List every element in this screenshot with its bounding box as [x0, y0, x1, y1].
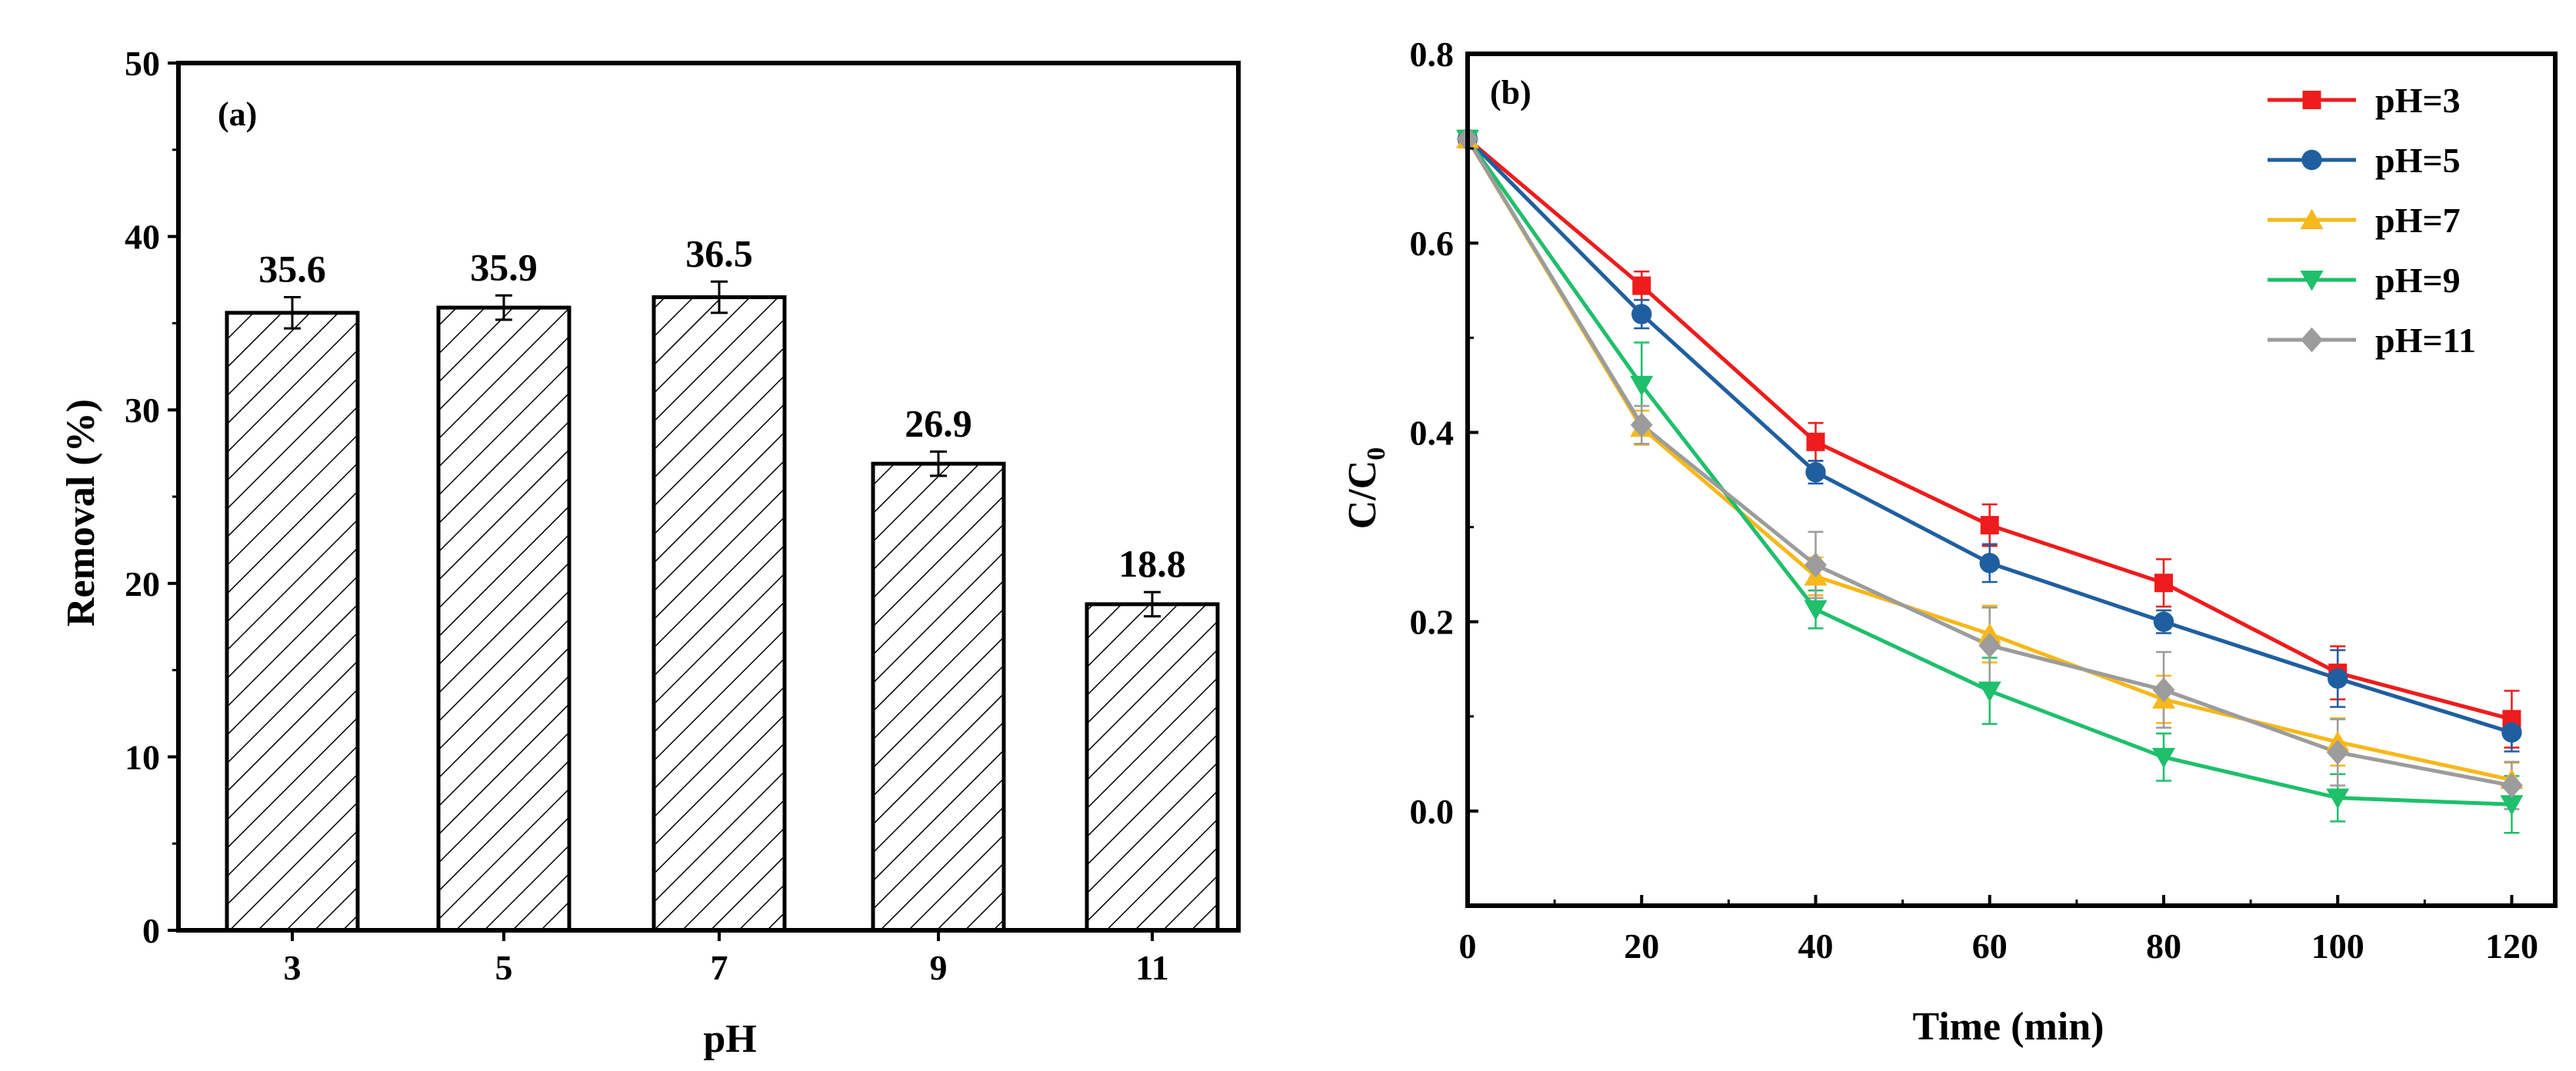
bar-value-label: 26.9	[905, 401, 972, 444]
y-tick-label: 0.8	[1410, 35, 1455, 74]
x-tick-label: 3	[284, 948, 302, 987]
y-tick-label: 50	[125, 44, 160, 83]
legend-marker	[2300, 271, 2324, 291]
data-point	[2151, 747, 2175, 769]
bar-ph-3	[225, 311, 360, 933]
panel-b-y-axis-label: C/C0	[1341, 447, 1391, 530]
panel-b-label: (b)	[1490, 74, 1531, 111]
legend-marker	[2302, 91, 2321, 109]
panel-b-y-axis-label-main: C/C	[1341, 461, 1385, 530]
data-point	[1806, 432, 1825, 451]
data-point	[1804, 600, 1828, 621]
x-tick-label: 11	[1135, 948, 1168, 987]
y-tick-label: 0	[142, 911, 160, 950]
legend-marker	[2301, 327, 2323, 353]
y-tick-label: 0.6	[1410, 224, 1455, 263]
y-tick-label: 10	[125, 737, 160, 777]
x-tick-label: 40	[1798, 926, 1833, 966]
panel-b-x-axis-label: Time (min)	[1913, 1005, 2104, 1049]
panel-a-y-axis-label: Removal (%)	[59, 399, 103, 627]
legend-label: pH=9	[2375, 261, 2461, 300]
data-point	[1805, 461, 1826, 483]
bar-value-label: 36.5	[685, 231, 753, 274]
data-point	[2326, 740, 2349, 765]
data-point	[1630, 412, 1653, 437]
data-point	[2501, 773, 2523, 798]
legend: pH=3 pH=5 pH=7 pH=9 pH=11	[2268, 81, 2476, 360]
legend-label: pH=7	[2375, 201, 2461, 240]
legend-marker	[2301, 149, 2322, 171]
legend-label: pH=11	[2375, 321, 2476, 360]
data-point	[2326, 788, 2350, 810]
plot-frame	[1465, 52, 2558, 908]
panel-b-line-chart: 0 20 40 60 80 100 120 0.0 0.2 0.4 0.6 0.8 (b) Time …	[1341, 35, 2558, 1049]
data-point	[1978, 681, 2001, 702]
bar-value-label: 35.6	[258, 248, 326, 291]
legend-marker	[2300, 208, 2324, 229]
x-tick-label: 20	[1624, 926, 1659, 966]
x-tick-label: 7	[711, 948, 728, 987]
data-point	[1980, 516, 1999, 535]
panel-a-label: (a)	[218, 95, 257, 133]
y-tick-label: 20	[125, 564, 160, 604]
y-tick-label: 0.0	[1410, 792, 1455, 831]
bar-value-label: 18.8	[1118, 542, 1186, 585]
bar-ph-11	[1085, 602, 1220, 933]
y-tick-label: 40	[125, 218, 160, 257]
legend-label: pH=3	[2375, 81, 2461, 120]
panel-a-x-axis-label: pH	[703, 1017, 756, 1061]
data-point	[2154, 574, 2173, 593]
bar-value-label: 35.9	[470, 245, 538, 288]
x-tick-label: 9	[930, 948, 948, 987]
y-tick-label: 0.2	[1410, 603, 1455, 642]
data-point	[2501, 722, 2522, 743]
x-tick-label: 0	[1459, 926, 1477, 966]
bar-ph-5	[436, 305, 572, 933]
bar-ph-9	[871, 461, 1006, 933]
legend-label: pH=5	[2375, 141, 2461, 180]
data-point	[2328, 668, 2348, 689]
panel-a-bar-chart: 35.6 3 35.9 5 36.5 7 26.9 9 18.8 11 0 10 20 30 40 50 (a…	[59, 44, 1241, 1061]
data-point	[1630, 375, 1654, 397]
data-point	[1631, 304, 1652, 324]
data-point	[1632, 276, 1651, 295]
x-tick-label: 100	[2311, 926, 2364, 966]
x-tick-label: 120	[2485, 926, 2538, 966]
x-tick-label: 80	[2146, 926, 2181, 966]
data-point	[1979, 553, 2000, 574]
y-tick-label: 30	[125, 391, 160, 430]
data-point	[2152, 677, 2175, 703]
panel-b-y-axis-label-subscript: 0	[1362, 447, 1391, 461]
data-point	[2153, 611, 2174, 632]
x-tick-label: 60	[1972, 926, 2008, 966]
y-tick-label: 0.4	[1410, 413, 1455, 452]
data-point	[1978, 633, 2001, 658]
x-tick-label: 5	[495, 948, 513, 987]
bar-ph-7	[651, 295, 787, 933]
data-point	[1805, 552, 1827, 577]
data-point	[2500, 795, 2524, 816]
